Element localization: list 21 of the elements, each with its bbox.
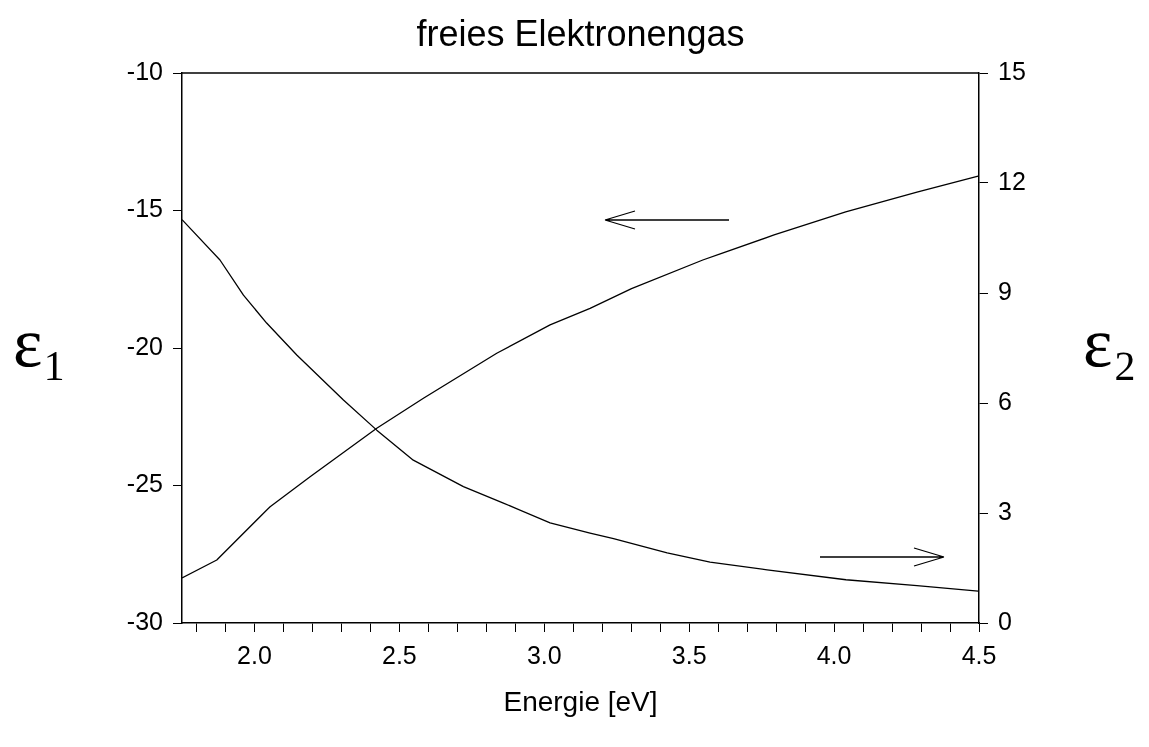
- x-tick-label: 2.5: [381, 640, 417, 669]
- y-axis-title: ε₁: [13, 304, 67, 382]
- y-tick-label: -15: [126, 194, 163, 223]
- chart-title: freies Elektronengas: [416, 12, 745, 54]
- y2-tick-label: 15: [998, 56, 1026, 85]
- y2-tick-label: 12: [998, 166, 1026, 195]
- y-tick-label: -30: [126, 606, 163, 635]
- x-tick-label: 3.0: [526, 640, 562, 669]
- x-tick-label: 4.0: [816, 640, 852, 669]
- y2-axis-title: ε₂: [1083, 304, 1137, 382]
- y2-tick-label: 0: [998, 606, 1012, 635]
- y-tick-label: -20: [126, 331, 163, 360]
- y2-tick-label: 3: [998, 496, 1012, 525]
- x-axis-title: Energie [eV]: [503, 685, 658, 717]
- y-tick-label: -10: [126, 56, 163, 85]
- x-tick-label: 2.0: [237, 640, 272, 669]
- y-tick-label: -25: [126, 469, 163, 498]
- x-tick-label: 3.5: [671, 640, 707, 669]
- x-tick-label: 4.5: [961, 640, 997, 669]
- y2-tick-label: 6: [998, 386, 1012, 415]
- y2-tick-label: 9: [998, 276, 1012, 305]
